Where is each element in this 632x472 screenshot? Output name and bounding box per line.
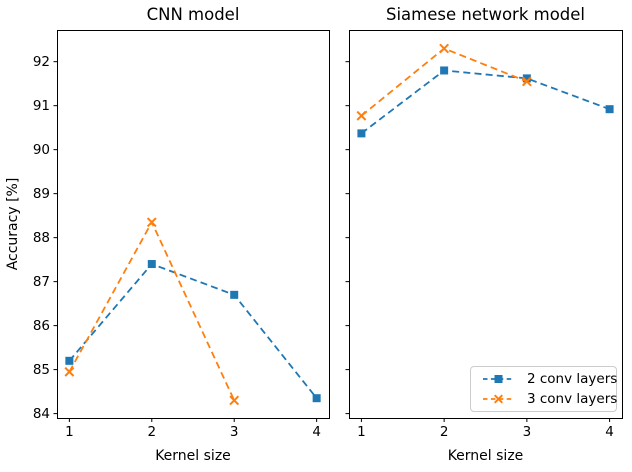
subplot-title-siamese: Siamese network model [385,5,585,24]
x-tick-label: 2 [440,424,449,440]
legend-x-marker-icon [493,394,504,404]
legend-entry-3-conv-layers: 3 conv layers [482,390,617,408]
square-marker-2-conv-layers [522,74,531,83]
square-marker-2-conv-layers [605,105,614,114]
legend: 2 conv layers 3 conv layers [470,366,617,412]
y-tick-label: 85 [33,362,50,378]
y-tick-label: 91 [33,98,50,114]
x-tick-label: 3 [230,424,239,440]
x-marker-3-conv-layers [521,76,532,87]
x-tick-label: 3 [523,424,532,440]
axes-spines [349,30,623,419]
y-tick-label: 89 [33,186,50,202]
axes-spines [57,30,330,419]
x-axis-label-left: Kernel size [155,448,231,464]
y-tick-label: 88 [33,230,50,246]
y-tick-label: 87 [33,274,50,290]
legend-sample-x-series [483,394,514,404]
x-marker-3-conv-layers [356,110,367,121]
square-marker-2-conv-layers [65,356,74,365]
subplot-title-cnn: CNN model [146,5,240,24]
y-axis-label: Accuracy [%] [5,177,21,271]
subplot-cnn-model: 84 85 86 87 88 89 90 91 92 1 2 3 4 [33,30,330,440]
x-marker-3-conv-layers [146,217,157,228]
x-tick-label: 1 [65,424,74,440]
series-line-3-conv-layers [360,47,528,117]
series-line-3-conv-layers [68,220,236,401]
x-tick-label: 4 [605,424,614,440]
y-tick-label: 92 [33,54,50,70]
y-tick-label: 86 [33,318,50,334]
legend-entry-2-conv-layers: 2 conv layers [482,370,617,388]
series-line-2-conv-layers [360,69,610,135]
legend-sample-square-series [483,375,514,384]
x-tick-label: 2 [147,424,156,440]
square-marker-2-conv-layers [440,66,449,75]
square-marker-2-conv-layers [230,290,239,299]
legend-label-3-conv-layers: 3 conv layers [527,390,618,407]
series-line-2-conv-layers [68,262,318,399]
legend-label-2-conv-layers: 2 conv layers [527,371,618,388]
square-marker-2-conv-layers [357,129,366,138]
x-marker-3-conv-layers [439,43,450,54]
y-tick-label: 84 [33,406,50,422]
y-tick-label: 90 [33,142,50,158]
x-tick-label: 4 [312,424,321,440]
legend-square-marker-icon [494,375,503,384]
square-marker-2-conv-layers [312,394,321,403]
square-marker-2-conv-layers [147,260,156,269]
x-tick-label: 1 [357,424,366,440]
x-axis-label-right: Kernel size [447,448,524,464]
x-marker-3-conv-layers [64,366,75,377]
x-marker-3-conv-layers [229,395,240,406]
subplot-siamese-network-model: 1 2 3 4 [345,30,623,440]
